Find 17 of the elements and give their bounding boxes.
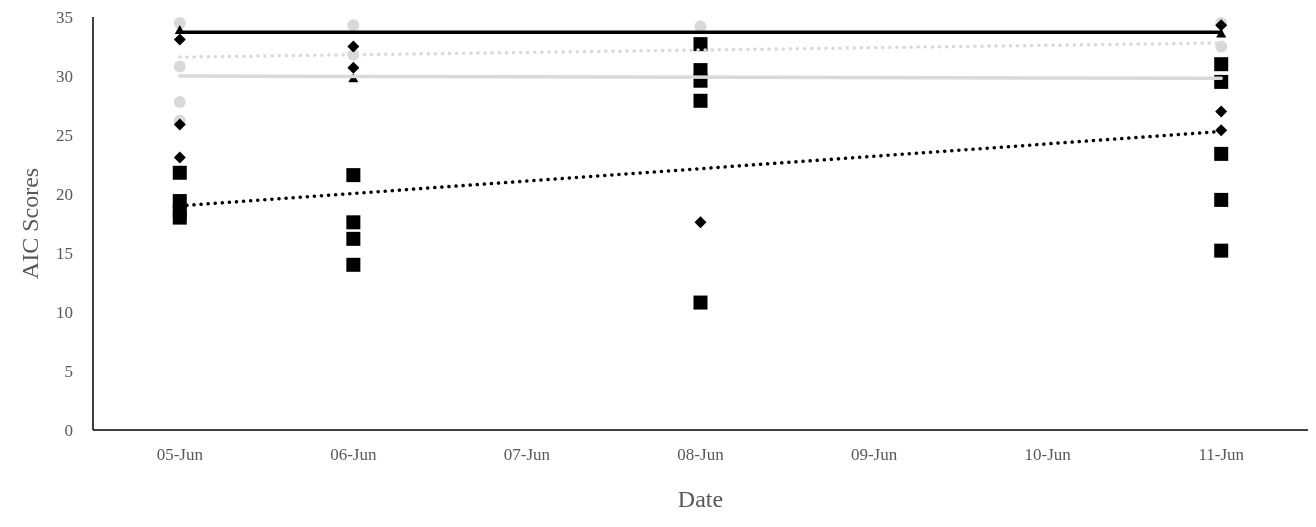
y-tick-label: 15: [56, 243, 73, 263]
x-tick-label: 05-Jun: [156, 444, 204, 464]
x-tick-label: 11-Jun: [1198, 444, 1245, 464]
x-tick-label: 10-Jun: [1024, 444, 1072, 464]
x-tick-label: 08-Jun: [677, 444, 725, 464]
y-tick-label: 25: [56, 125, 73, 145]
y-axis-title: AIC Scores: [17, 167, 43, 280]
y-tick-label: 5: [64, 361, 73, 381]
x-axis-title: Date: [677, 486, 724, 512]
y-tick-label: 20: [56, 184, 73, 204]
x-tick-label: 07-Jun: [503, 444, 551, 464]
y-tick-label: 10: [56, 302, 73, 322]
x-tick-label: 06-Jun: [330, 444, 377, 464]
y-tick-label: 0: [64, 420, 73, 440]
y-tick-label: 30: [56, 66, 73, 86]
y-tick-label: 35: [56, 7, 73, 27]
x-tick-label: 09-Jun: [850, 444, 898, 464]
